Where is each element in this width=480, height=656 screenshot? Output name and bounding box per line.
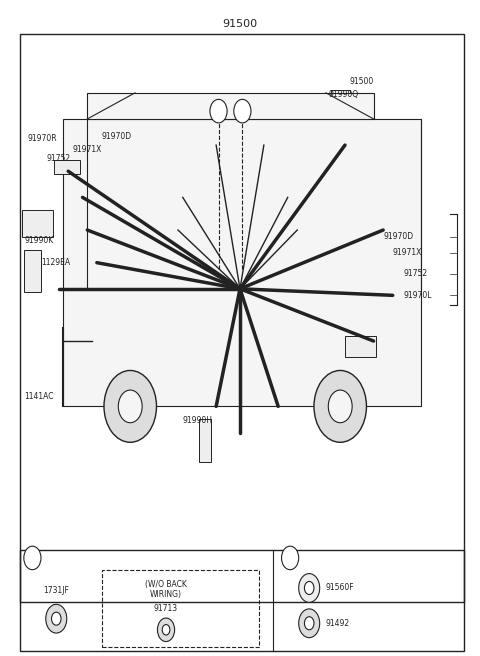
- FancyBboxPatch shape: [22, 211, 53, 237]
- Text: a: a: [240, 107, 245, 115]
- Circle shape: [299, 609, 320, 638]
- Circle shape: [118, 390, 142, 422]
- Circle shape: [104, 371, 156, 442]
- Bar: [345, 337, 376, 358]
- Text: 91500: 91500: [222, 19, 258, 30]
- Circle shape: [281, 546, 299, 569]
- Bar: [63, 119, 421, 406]
- Text: 91500: 91500: [350, 77, 374, 85]
- Text: 1141AC: 1141AC: [24, 392, 54, 401]
- Circle shape: [328, 390, 352, 422]
- Circle shape: [304, 617, 314, 630]
- Bar: [24, 250, 41, 292]
- Text: WIRING): WIRING): [150, 590, 182, 599]
- Text: 91752: 91752: [403, 269, 427, 278]
- Bar: [199, 419, 211, 462]
- Circle shape: [162, 625, 170, 635]
- Text: 91560F: 91560F: [326, 583, 355, 592]
- Circle shape: [299, 573, 320, 602]
- Text: 91752: 91752: [47, 154, 71, 163]
- Circle shape: [210, 99, 227, 123]
- Text: 91713: 91713: [154, 604, 178, 613]
- Circle shape: [314, 371, 366, 442]
- Text: 91492: 91492: [326, 619, 350, 628]
- Bar: [21, 34, 464, 602]
- Circle shape: [51, 612, 61, 625]
- Circle shape: [304, 581, 314, 594]
- Text: 91971X: 91971X: [393, 249, 422, 257]
- Polygon shape: [87, 93, 373, 119]
- Bar: [54, 160, 80, 174]
- Text: 91971X: 91971X: [72, 145, 101, 154]
- Circle shape: [157, 618, 175, 642]
- Text: 91970D: 91970D: [102, 132, 132, 141]
- Text: 91990Q: 91990Q: [328, 90, 359, 98]
- Text: 91970L: 91970L: [403, 291, 432, 300]
- Text: 91970R: 91970R: [28, 134, 57, 143]
- Text: 91970D: 91970D: [383, 232, 413, 241]
- Bar: [21, 550, 464, 651]
- Text: 91990H: 91990H: [183, 417, 213, 425]
- Circle shape: [24, 546, 41, 569]
- Text: 1129EA: 1129EA: [41, 258, 70, 267]
- Text: b: b: [288, 554, 293, 562]
- Circle shape: [234, 99, 251, 123]
- Bar: [331, 90, 350, 106]
- Text: 91990K: 91990K: [24, 236, 54, 245]
- Circle shape: [46, 604, 67, 633]
- Text: (W/O BACK: (W/O BACK: [145, 579, 187, 588]
- Text: b: b: [216, 107, 221, 115]
- Text: a: a: [30, 554, 35, 562]
- Text: 1731JF: 1731JF: [43, 586, 69, 595]
